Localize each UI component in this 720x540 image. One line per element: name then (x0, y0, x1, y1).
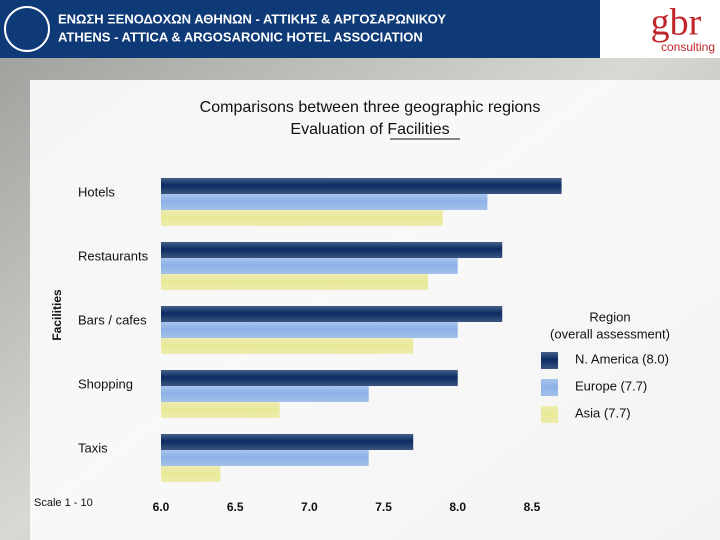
category-label: Bars / cafes (78, 312, 147, 327)
legend-swatch (541, 379, 558, 396)
chart-title: Evaluation of Facilities (290, 121, 449, 138)
category-label: Restaurants (78, 248, 149, 263)
legend-swatch (541, 406, 558, 423)
bar (161, 274, 429, 290)
bar (161, 178, 562, 194)
bar (161, 242, 503, 258)
bar (161, 258, 458, 274)
brand: gbr (651, 2, 702, 44)
header-band (0, 0, 600, 58)
legend-label: N. America (8.0) (575, 351, 669, 366)
chart-title: Comparisons between three geographic reg… (200, 99, 541, 116)
bar (161, 210, 443, 226)
category-label: Taxis (78, 440, 108, 455)
bar (161, 466, 221, 482)
bar (161, 370, 458, 386)
bar (161, 306, 503, 322)
legend-swatch (541, 352, 558, 369)
bar (161, 338, 414, 354)
brand-box (600, 0, 720, 58)
y-axis-label: Facilities (50, 289, 64, 341)
category-label: Hotels (78, 184, 115, 199)
legend-title: Region (589, 309, 630, 324)
bar (161, 386, 369, 402)
x-tick-label: 7.5 (375, 500, 392, 514)
legend-title: (overall assessment) (550, 326, 670, 341)
brand-sub: consulting (661, 40, 715, 54)
category-label: Shopping (78, 376, 133, 391)
org-english: ATHENS - ATTICA & ARGOSARONIC HOTEL ASSO… (58, 29, 423, 44)
x-tick-label: 6.5 (227, 500, 244, 514)
x-tick-label: 8.5 (524, 500, 541, 514)
x-tick-label: 8.0 (449, 500, 466, 514)
logo (4, 6, 50, 52)
bar (161, 322, 458, 338)
legend-label: Europe (7.7) (575, 378, 647, 393)
x-tick-label: 7.0 (301, 500, 318, 514)
org-greek: ΕΝΩΣΗ ΞΕΝΟΔΟΧΩΝ ΑΘΗΝΩΝ - ΑΤΤΙΚΗΣ & ΑΡΓΟΣ… (58, 11, 446, 26)
bar (161, 434, 414, 450)
bar (161, 194, 488, 210)
note: Scale 1 - 10 (34, 497, 93, 509)
bar (161, 450, 369, 466)
x-tick-label: 6.0 (153, 500, 170, 514)
bar (161, 402, 280, 418)
legend-label: Asia (7.7) (575, 405, 631, 420)
